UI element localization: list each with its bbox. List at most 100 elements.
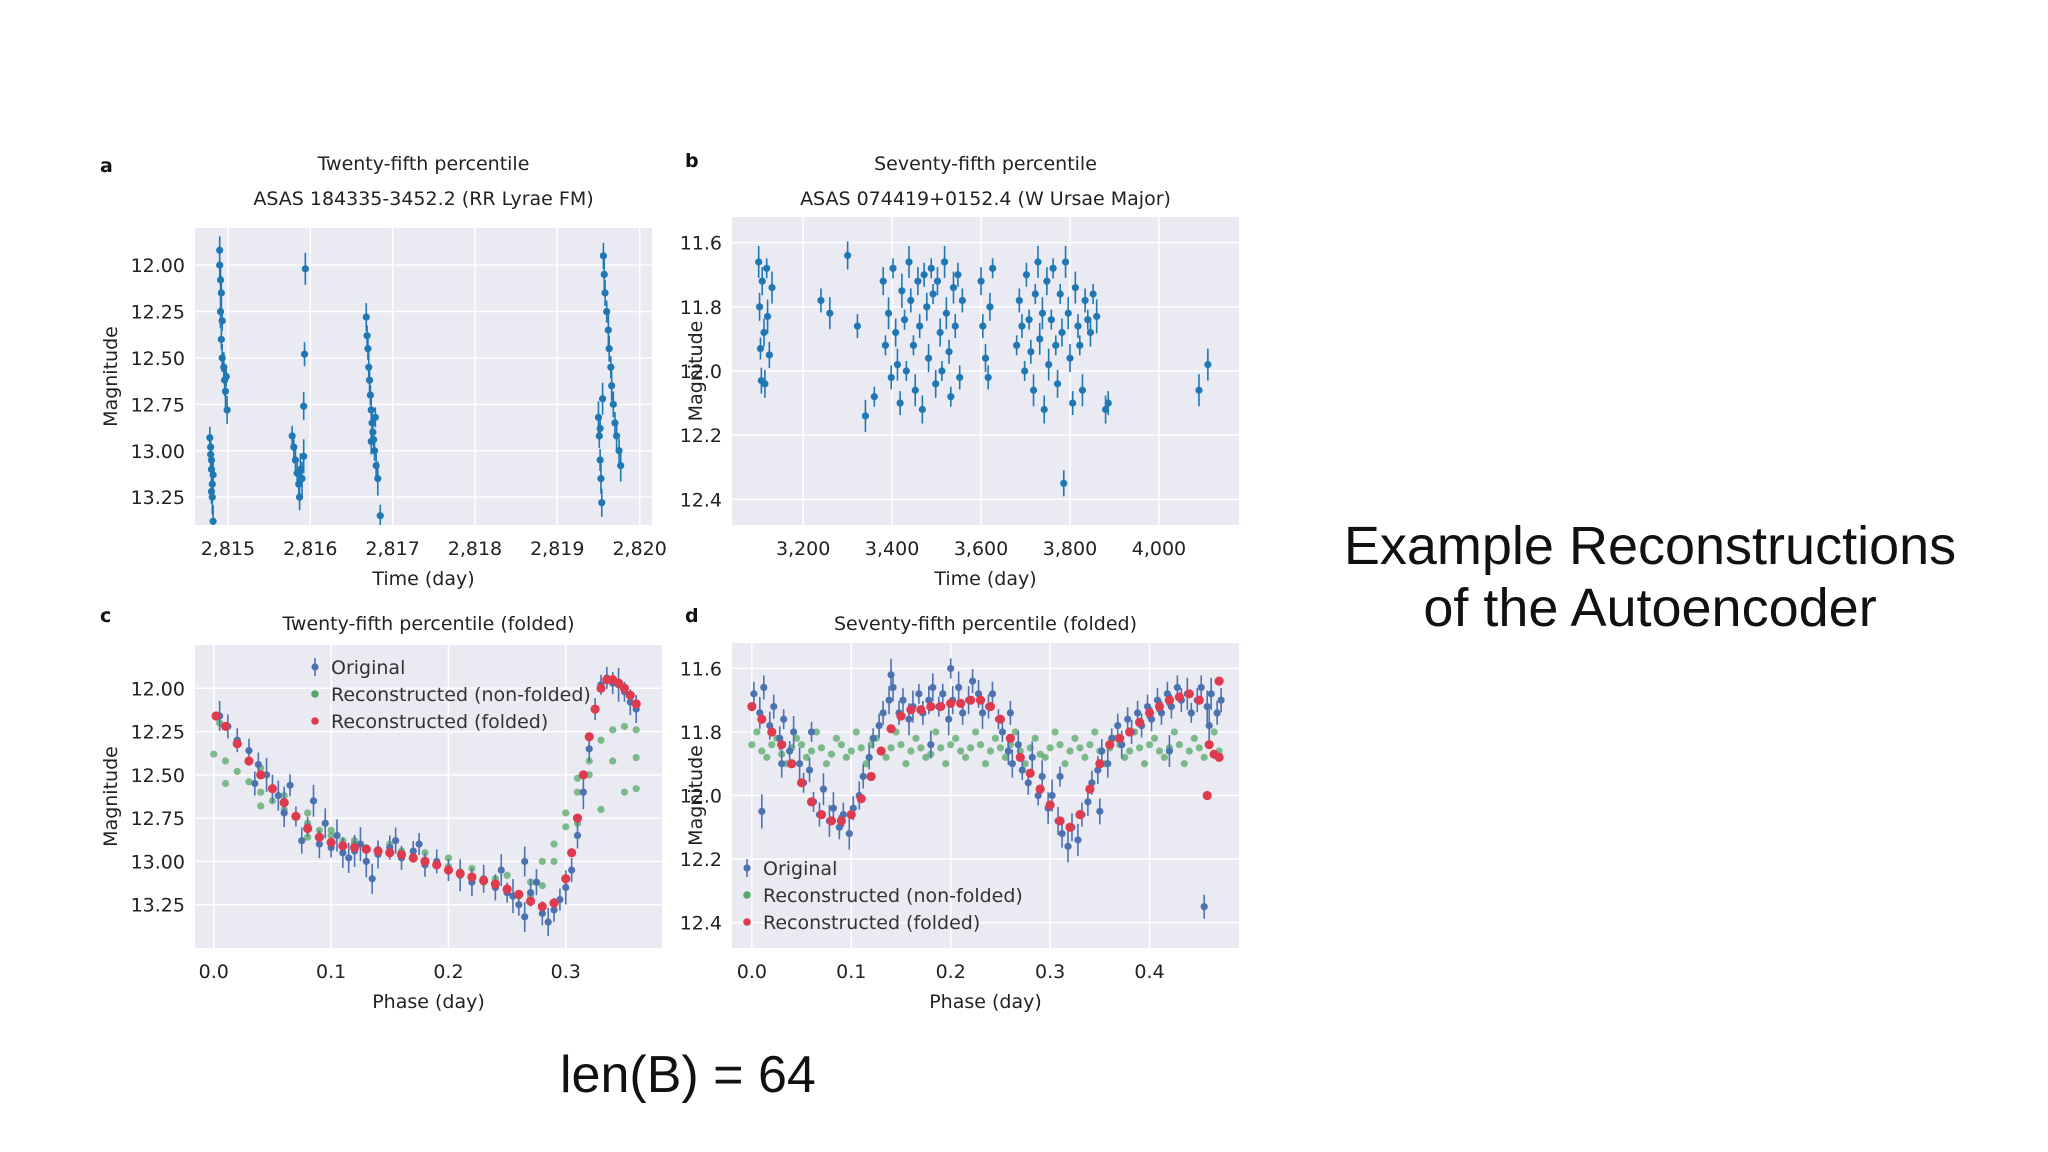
x-tick-label: 3,600 xyxy=(954,538,1008,560)
data-point xyxy=(816,809,827,820)
data-point xyxy=(1024,779,1032,787)
data-point xyxy=(1060,479,1068,487)
data-point xyxy=(986,747,995,755)
data-point xyxy=(979,322,987,330)
data-point xyxy=(257,802,265,810)
data-point xyxy=(920,271,928,279)
data-point xyxy=(392,837,400,845)
legend-label: Original xyxy=(331,657,405,679)
x-tick-label: 2,819 xyxy=(530,538,584,560)
data-point xyxy=(365,363,373,371)
data-point xyxy=(929,683,937,692)
y-tick-label: 11.6 xyxy=(680,233,722,255)
data-point xyxy=(490,879,500,889)
data-point xyxy=(396,849,407,860)
data-point xyxy=(1036,335,1044,343)
data-point xyxy=(597,474,605,483)
data-point xyxy=(1008,760,1016,768)
data-point xyxy=(1126,747,1134,755)
data-point xyxy=(755,258,763,266)
data-point xyxy=(544,918,552,926)
data-point xyxy=(1035,784,1045,794)
data-point xyxy=(918,405,926,414)
data-point xyxy=(939,690,947,698)
data-point xyxy=(1180,760,1188,768)
data-point xyxy=(765,351,773,359)
x-tick-label: 3,200 xyxy=(776,538,830,560)
data-point xyxy=(790,728,798,736)
data-point xyxy=(1086,741,1094,749)
x-tick-label: 0.1 xyxy=(836,961,866,983)
data-point xyxy=(525,896,536,906)
data-point xyxy=(1135,744,1144,752)
data-point xyxy=(233,767,241,775)
x-tick-label: 0.2 xyxy=(433,961,463,983)
data-point xyxy=(852,728,860,736)
data-point xyxy=(1064,309,1072,317)
data-point xyxy=(216,246,224,254)
data-point xyxy=(208,493,216,501)
data-point xyxy=(217,335,225,343)
y-tick-label: 13.25 xyxy=(131,895,185,917)
data-point xyxy=(521,913,529,921)
legend-label: Original xyxy=(763,858,837,880)
data-point xyxy=(1160,753,1169,761)
data-point xyxy=(998,728,1007,736)
series-reconstructed-folded xyxy=(747,676,1224,832)
data-point xyxy=(455,868,465,879)
data-point xyxy=(807,728,816,736)
data-point xyxy=(836,816,846,826)
data-point xyxy=(349,842,360,853)
y-tick-label: 11.6 xyxy=(680,658,722,680)
data-point xyxy=(444,854,453,862)
data-point xyxy=(207,487,216,496)
data-point xyxy=(1021,367,1029,375)
data-point xyxy=(758,747,766,755)
slide-footer-label: len(B) = 64 xyxy=(560,1046,816,1104)
y-tick-label: 12.75 xyxy=(131,394,185,416)
x-tick-label: 0.3 xyxy=(551,961,581,983)
y-tick-label: 12.0 xyxy=(680,361,722,383)
x-tick-label: 0.1 xyxy=(316,961,346,983)
data-point xyxy=(916,705,926,715)
data-point xyxy=(245,747,253,755)
data-point xyxy=(209,471,217,479)
data-point xyxy=(245,778,253,786)
data-point xyxy=(947,741,955,749)
data-point xyxy=(1104,399,1112,407)
data-point xyxy=(1076,744,1084,752)
x-axis-label: Phase (day) xyxy=(372,991,485,1013)
data-point xyxy=(218,317,226,325)
data-point xyxy=(338,841,348,851)
data-point xyxy=(947,393,955,401)
data-point xyxy=(958,296,966,305)
data-point xyxy=(326,837,336,847)
data-point xyxy=(537,901,547,912)
data-point xyxy=(932,728,940,736)
data-point xyxy=(612,432,621,440)
data-point xyxy=(333,831,341,840)
data-point xyxy=(1155,747,1164,755)
data-point xyxy=(632,753,640,762)
data-point xyxy=(1134,709,1142,717)
data-point xyxy=(538,857,546,866)
x-tick-label: 3,800 xyxy=(1043,538,1097,560)
data-point xyxy=(605,345,613,353)
data-point xyxy=(1018,766,1026,774)
data-point xyxy=(760,328,768,337)
data-point xyxy=(1190,734,1198,742)
data-point xyxy=(1031,734,1039,742)
data-point xyxy=(1125,727,1135,737)
data-point xyxy=(1025,768,1035,778)
data-point xyxy=(923,303,931,311)
data-point xyxy=(924,354,933,362)
data-point xyxy=(866,771,876,782)
legend: Original Reconstructed (non-folded) Recons… xyxy=(743,858,1023,934)
data-point xyxy=(842,753,850,761)
y-tick-label: 13.25 xyxy=(131,487,185,509)
data-point xyxy=(366,391,374,399)
data-point xyxy=(962,753,970,761)
data-point xyxy=(902,760,910,768)
data-point xyxy=(985,701,996,712)
data-point xyxy=(767,727,777,737)
